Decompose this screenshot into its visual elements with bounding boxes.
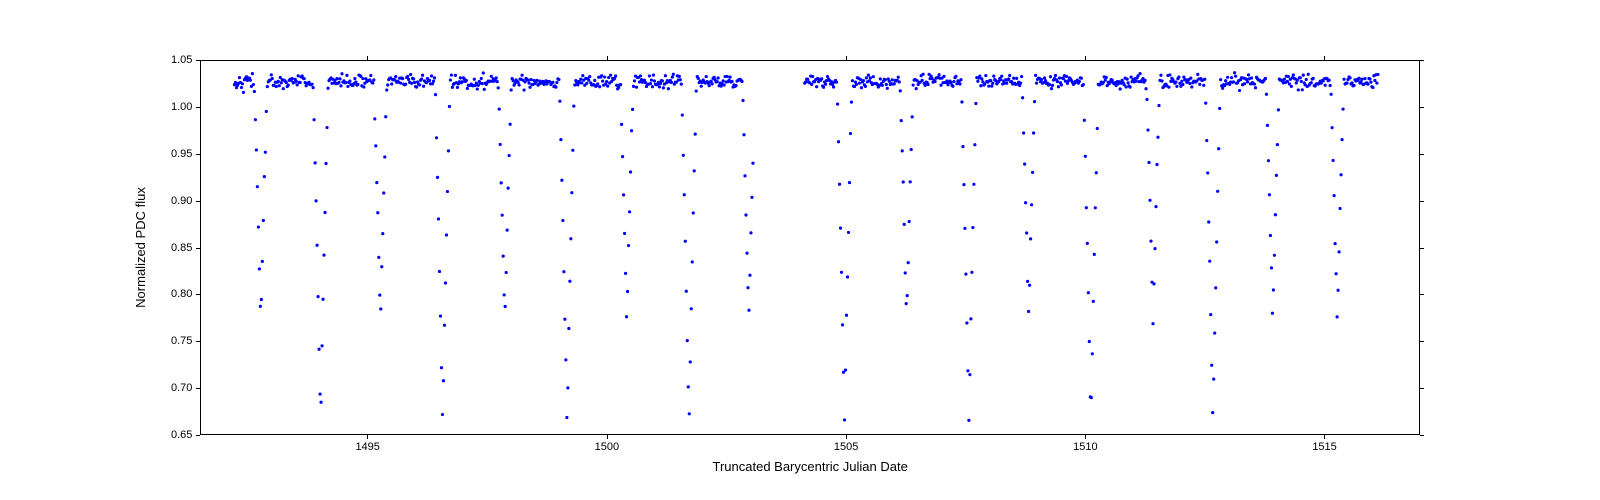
tick-label: 0.80 xyxy=(171,288,192,300)
tick-label: 0.85 xyxy=(171,242,192,254)
tick-label: 0.65 xyxy=(171,429,192,441)
scatter-plot xyxy=(201,61,1421,436)
tick-mark xyxy=(1420,107,1424,108)
tick-mark xyxy=(607,435,608,439)
tick-label: 1500 xyxy=(595,441,619,453)
tick-mark xyxy=(607,56,608,60)
tick-label: 1.00 xyxy=(171,101,192,113)
tick-mark xyxy=(196,388,200,389)
figure: Normalized PDC flux Truncated Barycentri… xyxy=(0,0,1600,500)
tick-mark xyxy=(196,341,200,342)
x-axis-label: Truncated Barycentric Julian Date xyxy=(713,459,908,474)
tick-mark xyxy=(1420,60,1424,61)
tick-mark xyxy=(196,435,200,436)
tick-label: 0.90 xyxy=(171,195,192,207)
tick-mark xyxy=(1420,341,1424,342)
tick-label: 1495 xyxy=(355,441,379,453)
tick-label: 1510 xyxy=(1073,441,1097,453)
tick-label: 0.75 xyxy=(171,335,192,347)
tick-mark xyxy=(367,435,368,439)
plot-axes xyxy=(200,60,1420,435)
tick-mark xyxy=(196,201,200,202)
tick-mark xyxy=(1420,435,1424,436)
tick-mark xyxy=(1085,56,1086,60)
tick-mark xyxy=(1085,435,1086,439)
tick-mark xyxy=(1420,294,1424,295)
tick-mark xyxy=(1420,154,1424,155)
tick-mark xyxy=(846,435,847,439)
tick-mark xyxy=(1324,56,1325,60)
tick-label: 1505 xyxy=(834,441,858,453)
tick-mark xyxy=(196,60,200,61)
tick-mark xyxy=(1420,248,1424,249)
tick-label: 1.05 xyxy=(171,54,192,66)
tick-label: 0.95 xyxy=(171,148,192,160)
tick-mark xyxy=(1324,435,1325,439)
y-axis-label: Normalized PDC flux xyxy=(132,187,147,308)
tick-mark xyxy=(367,56,368,60)
tick-mark xyxy=(196,107,200,108)
tick-label: 1515 xyxy=(1312,441,1336,453)
tick-mark xyxy=(196,248,200,249)
tick-mark xyxy=(196,154,200,155)
tick-label: 0.70 xyxy=(171,382,192,394)
tick-mark xyxy=(1420,201,1424,202)
tick-mark xyxy=(1420,388,1424,389)
tick-mark xyxy=(196,294,200,295)
tick-mark xyxy=(846,56,847,60)
